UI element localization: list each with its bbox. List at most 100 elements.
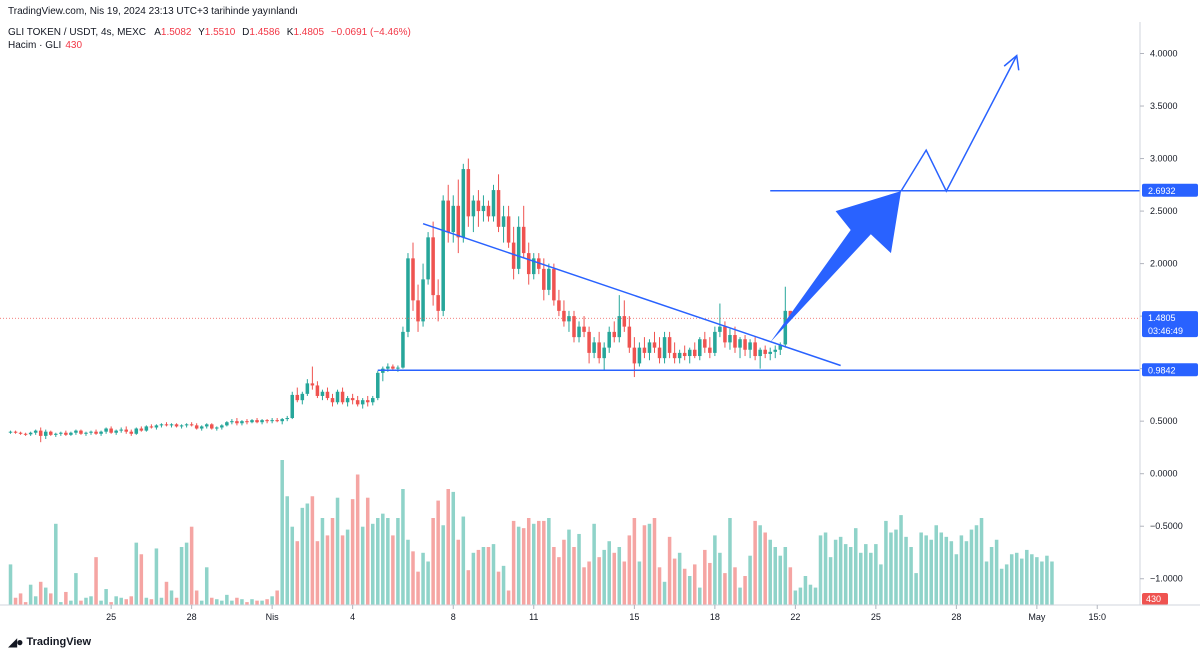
candle-body [592,342,596,353]
candle-body [597,342,601,359]
candle-body [89,431,93,433]
candle-body [708,347,712,353]
volume-bar [174,597,179,605]
volume-bar [547,518,551,605]
symbol-legend: GLI TOKEN / USDT, 4s, MEXC A1.5082 Y1.55… [8,27,411,38]
projection-arrow [770,191,902,343]
price-tick-label: −0.5000 [1150,521,1183,531]
candle-body [501,216,506,227]
candle-body [763,349,767,354]
candle-body [225,422,229,426]
price-axis[interactable]: 4.00003.50003.00002.50002.00001.50001.00… [1139,22,1198,605]
candle-body [718,326,722,332]
volume-bar [602,549,606,605]
time-tick-label: May [1028,612,1046,622]
candle-body [667,337,672,353]
symbol-title[interactable]: GLI TOKEN / USDT, 4s, MEXC [8,27,146,38]
candle-body [743,339,747,350]
volume-bar [360,526,365,605]
volume-bar [179,547,184,605]
candle-body [350,398,355,401]
candle-body [662,337,667,359]
candle-body [768,351,772,354]
volume-bar [884,520,888,605]
candle-body [607,331,611,348]
volume-bar [738,587,742,605]
price-tick-label: 4.0000 [1150,49,1178,59]
volume-label-text: 430 [1146,594,1161,604]
candle-body [416,300,420,322]
volume-bar [330,518,335,605]
candle-body [466,169,471,217]
candle-body [698,339,702,357]
footer-brand[interactable]: TradingView [26,636,92,648]
candle-body [431,237,435,296]
candle-body [310,383,315,386]
candle-body [28,432,33,435]
volume-bar [466,570,471,605]
volume-bars [8,460,1054,605]
volume-bar [1009,554,1014,605]
volume-bar [406,539,410,605]
candlesticks [8,158,793,443]
low-key: D [242,27,250,38]
volume-bar [134,542,139,605]
volume-bar [1004,564,1009,605]
volume-bar [537,520,541,605]
candle-body [622,316,627,327]
volume-bar [79,600,83,605]
candle-body [531,258,536,275]
volume-bar [1020,558,1024,605]
price-tick-label: 2.5000 [1150,206,1178,216]
volume-bar [33,596,38,605]
candle-body [386,366,390,369]
candle-body [496,190,501,227]
candle-body [104,428,108,432]
candle-body [270,420,274,422]
volume-bar [999,568,1004,605]
candle-body [426,237,430,280]
time-axis[interactable]: 25 28 Nis 4 8 11 15 18 22 25 28 May 15:0 [0,604,1200,622]
candle-body [280,419,284,422]
volume-bar [1035,557,1039,605]
candle-body [184,424,189,426]
price-label-text: 2.6932 [1148,186,1176,196]
volume-bar [964,541,969,605]
volume-bar [350,499,355,605]
candle-body [330,398,335,403]
volume-bar [838,536,843,605]
drawings[interactable] [0,54,1140,372]
candle-body [758,349,762,357]
candle-body [602,347,606,359]
volume-bar [280,460,284,605]
candle-body [728,335,732,343]
volume-bar [114,596,118,605]
candle-body [139,428,144,431]
candle-body [94,431,98,434]
volume-bar [919,532,923,605]
candle-body [471,200,476,217]
price-tick-label: 3.5000 [1150,101,1178,111]
candle-body [64,432,68,435]
candle-body [149,426,154,428]
tradingview-logo-icon[interactable]: ◢● [8,635,24,649]
candle-body [778,344,783,350]
volume-bar [119,597,123,605]
volume-label[interactable]: Hacim · GLI [8,40,62,51]
volume-bar [592,523,596,605]
volume-bar [310,496,315,605]
candle-body [124,429,128,432]
volume-bar [59,602,63,605]
candle-body [189,424,194,426]
volume-bar [441,525,445,605]
price-tick-label: 0.0000 [1150,469,1178,479]
change-value: −0.0691 (−4.46%) [330,27,411,38]
candle-body [245,421,249,423]
time-tick-label: 22 [790,612,800,622]
candle-body [295,394,300,401]
high-key: Y [198,27,205,38]
volume-bar [743,576,747,605]
candle-body [682,352,687,357]
price-label-text: 0.9842 [1148,365,1176,375]
